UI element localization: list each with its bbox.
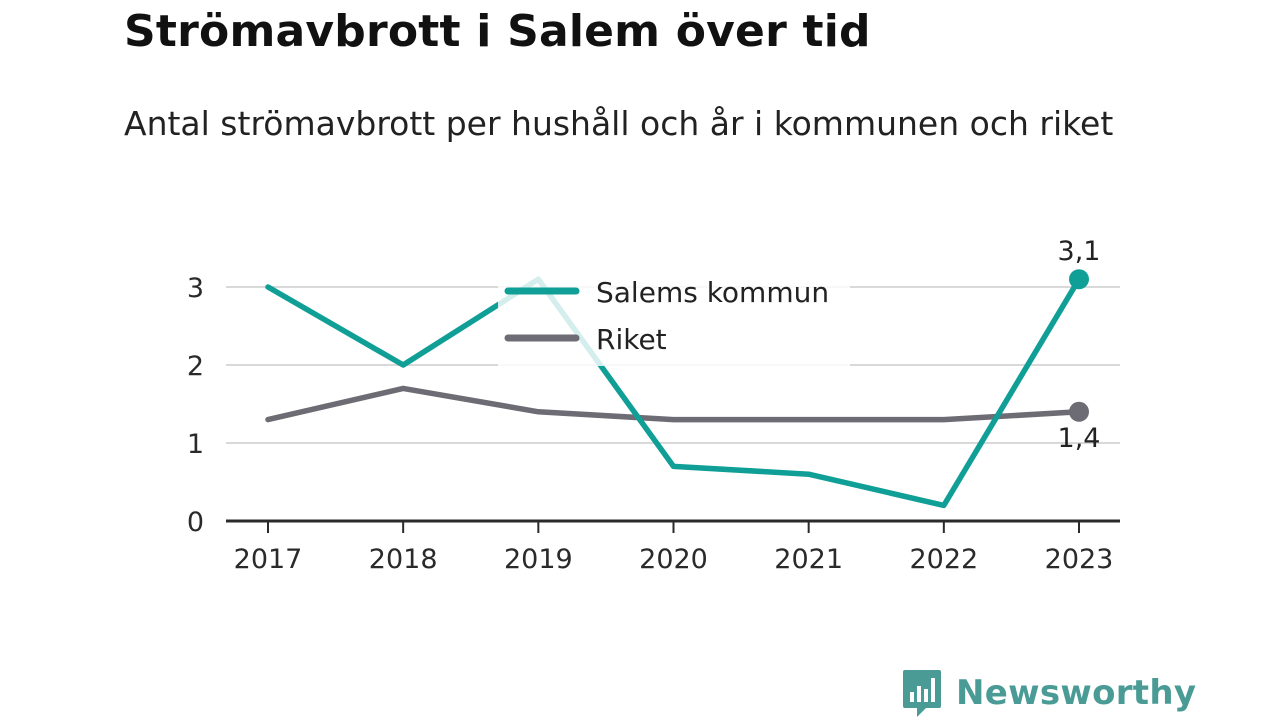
brand-name: Newsworthy [956,673,1197,713]
series-lines [265,276,1082,509]
end-label-salem: 3,1 [1058,236,1101,267]
legend: Salems kommun Riket [498,264,850,366]
x-tick-label: 2018 [369,544,438,575]
chart-subtitle: Antal strömavbrott per hushåll och år i … [124,104,1114,143]
series-endpoints [1069,269,1089,422]
endpoint-marker-riket [1069,401,1089,422]
newsworthy-logo: Newsworthy [902,668,1196,718]
y-tick-label: 1 [187,429,204,460]
legend-background [498,264,850,366]
legend-label-riket: Riket [596,323,667,356]
x-tick-label: 2020 [639,544,708,575]
chart-title: Strömavbrott i Salem över tid [124,6,871,57]
x-tick-label: 2022 [909,544,978,575]
x-tick-label: 2021 [774,544,843,575]
y-tick-label: 0 [187,507,204,538]
series-line-riket [265,385,1082,423]
y-tick-label: 3 [187,273,204,304]
series-line-salem [265,276,1082,509]
y-axis-tick-labels: 0 1 2 3 [187,273,204,538]
y-tick-label: 2 [187,351,204,382]
x-tick-label: 2019 [504,544,573,575]
x-axis-tick-labels: 2017 2018 2019 2020 2021 2022 2023 [234,544,1114,575]
endpoint-marker-salem [1069,269,1089,290]
x-tick-label: 2023 [1045,544,1114,575]
x-tick-label: 2017 [234,544,303,575]
x-axis [226,519,1120,533]
line-chart: 0 1 2 3 2017 2018 2019 2020 2021 2022 2023 Salems… [187,236,1120,575]
end-label-riket: 1,4 [1058,423,1101,454]
bar-chart-speech-bubble-icon [903,670,941,717]
legend-label-salem: Salems kommun [596,276,829,309]
